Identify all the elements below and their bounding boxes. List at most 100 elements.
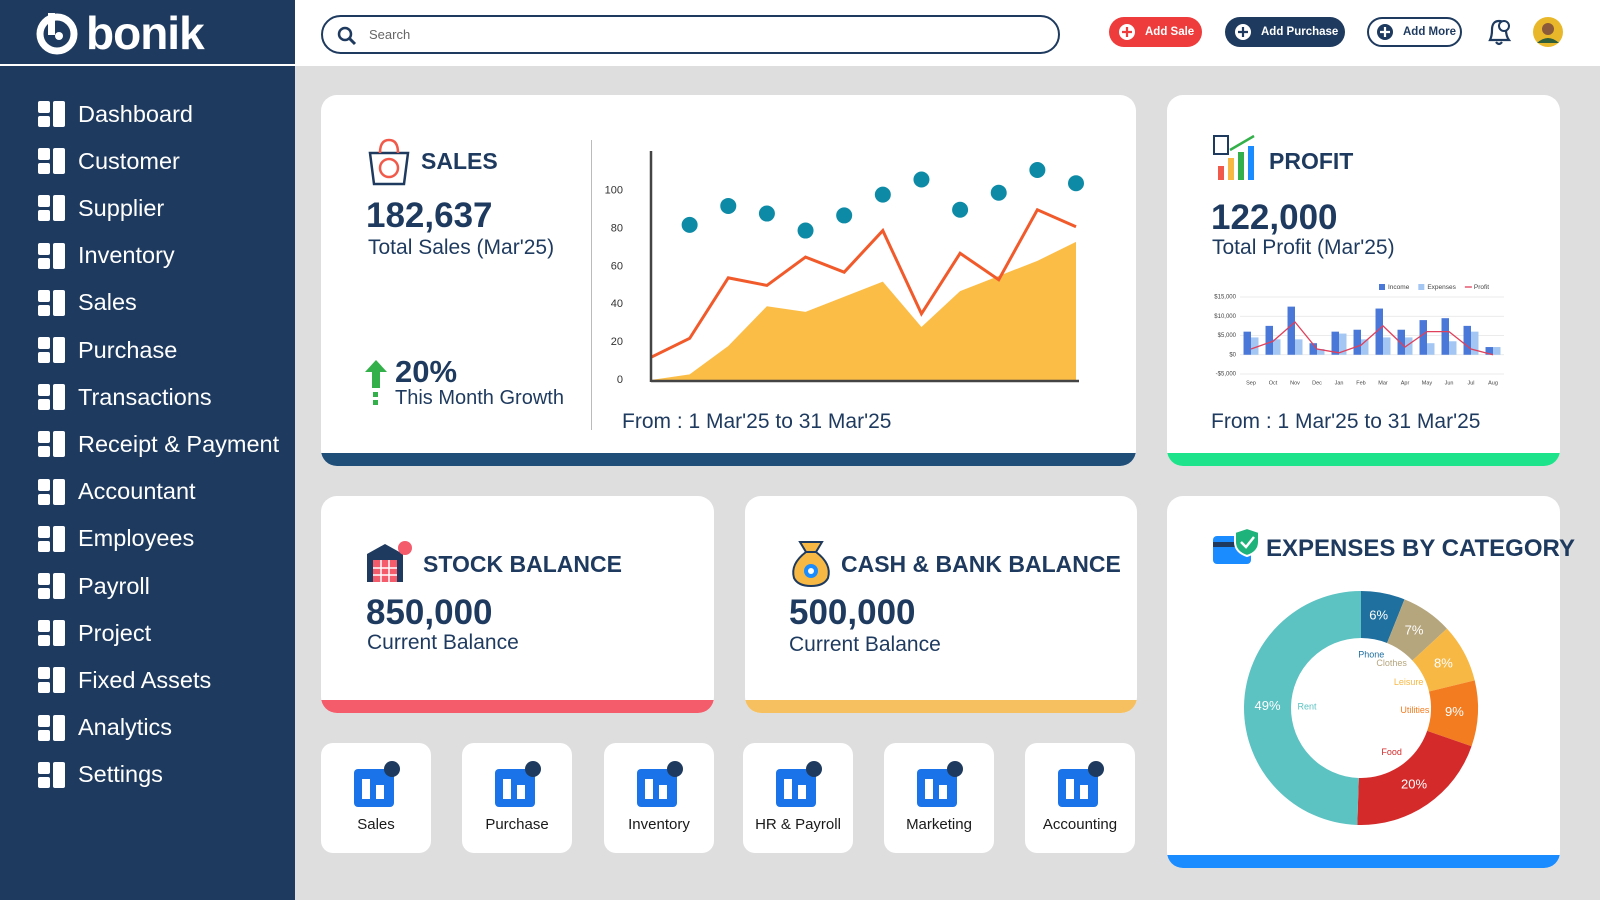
nav-item[interactable]: Settings <box>36 757 286 793</box>
nav-icon <box>38 148 65 175</box>
nav-item[interactable]: Employees <box>36 521 286 557</box>
nav-label: Inventory <box>78 242 175 269</box>
icon-shape <box>947 761 963 777</box>
nav-item[interactable]: Receipt & Payment <box>36 426 286 462</box>
plus-icon <box>1235 24 1251 40</box>
icon-shape <box>38 101 50 113</box>
quick-link-tile[interactable]: Sales <box>321 743 431 853</box>
icon-shape <box>38 682 50 694</box>
profit-card <box>1167 95 1560 466</box>
search-placeholder: Search <box>369 27 411 42</box>
nav-label: Dashboard <box>78 100 193 127</box>
icon-shape <box>53 289 65 316</box>
nav-icon <box>38 101 65 127</box>
tile-icon <box>354 761 400 807</box>
nav-item[interactable]: Inventory <box>36 238 286 274</box>
card-accent <box>745 700 1137 713</box>
icon-shape <box>38 525 50 538</box>
nav-icon <box>38 667 65 694</box>
expenses-icon <box>1213 526 1260 564</box>
logo-text: bonik <box>86 7 205 59</box>
icon-shape <box>798 785 806 799</box>
icon-shape <box>53 761 65 788</box>
icon-shape <box>1088 761 1104 777</box>
cash-card <box>745 496 1137 713</box>
divider <box>591 140 592 430</box>
icon-shape <box>939 785 947 799</box>
icon-shape <box>806 761 822 777</box>
icon-shape <box>38 540 50 552</box>
nav-icon <box>38 714 65 741</box>
tile-label: HR & Payroll <box>755 816 841 833</box>
stock-card <box>321 496 714 713</box>
icon-shape <box>38 635 50 647</box>
add-purchase-button[interactable]: Add Purchase <box>1225 17 1345 47</box>
icon-shape <box>38 352 50 363</box>
icon-shape <box>38 116 50 127</box>
stock-icon <box>367 541 412 582</box>
tile-icon <box>917 761 963 807</box>
nav-icon <box>38 337 65 363</box>
card-title: PROFIT <box>1269 148 1354 174</box>
nav-icon <box>38 242 65 269</box>
nav-item[interactable]: Transactions <box>36 379 286 415</box>
nav-icon <box>38 195 65 222</box>
nav-item[interactable]: Analytics <box>36 710 286 746</box>
icon-shape <box>53 714 65 741</box>
nav-item[interactable]: Payroll <box>36 568 286 604</box>
icon-shape <box>784 779 792 799</box>
icon-shape <box>53 148 65 175</box>
search-box[interactable]: Search <box>321 15 1060 54</box>
sidebar: bonik Dashboard Customer Supplier Inventory… <box>0 0 295 900</box>
nav-icon <box>38 289 65 316</box>
nav-item[interactable]: Supplier <box>36 190 286 226</box>
nav-label: Transactions <box>78 383 212 410</box>
add-more-button[interactable]: Add More <box>1367 17 1462 47</box>
card-value: 500,000 <box>789 593 916 632</box>
card-caption: Current Balance <box>789 633 941 656</box>
icon-shape <box>38 620 50 633</box>
add-sale-button[interactable]: Add Sale <box>1109 17 1202 47</box>
quick-link-tile[interactable]: Accounting <box>1025 743 1135 853</box>
quick-link-tile[interactable]: Purchase <box>462 743 572 853</box>
sales-icon <box>368 138 410 186</box>
icon-shape <box>667 761 683 777</box>
card-caption: Current Balance <box>367 631 519 654</box>
nav-item[interactable]: Fixed Assets <box>36 662 286 698</box>
quick-link-tile[interactable]: Marketing <box>884 743 994 853</box>
nav-item[interactable]: Customer <box>36 143 286 179</box>
nav-icon <box>38 384 65 411</box>
tile-icon <box>495 761 541 807</box>
icon-shape <box>38 446 50 458</box>
nav-item[interactable]: Project <box>36 615 286 651</box>
tile-icon <box>776 761 822 807</box>
nav-item[interactable]: Sales <box>36 285 286 321</box>
user-avatar[interactable] <box>1532 16 1564 48</box>
quick-link-tile[interactable]: Inventory <box>604 743 714 853</box>
icon-shape <box>376 785 384 799</box>
nav-label: Settings <box>78 761 163 788</box>
icon-shape <box>38 399 50 411</box>
nav-item[interactable]: Purchase <box>36 332 286 368</box>
icon-shape <box>38 195 50 208</box>
nav-label: Employees <box>78 525 195 552</box>
icon-shape <box>1066 779 1074 799</box>
notification-bell[interactable] <box>1484 16 1514 48</box>
card-value: 122,000 <box>1211 198 1338 237</box>
icon-shape <box>38 431 50 444</box>
nav-item[interactable]: Dashboard <box>36 96 286 132</box>
nav-item[interactable]: Accountant <box>36 474 286 510</box>
icon-shape <box>53 242 65 269</box>
card-title: CASH & BANK BALANCE <box>841 551 1121 577</box>
logo-mark <box>36 13 78 55</box>
tile-label: Marketing <box>906 816 972 833</box>
card-value: 850,000 <box>366 593 493 632</box>
nav-icon <box>38 620 65 647</box>
quick-link-tile[interactable]: HR & Payroll <box>743 743 853 853</box>
card-title: STOCK BALANCE <box>423 551 622 577</box>
icon-shape <box>1080 785 1088 799</box>
profit-icon <box>1213 134 1255 180</box>
search-icon <box>337 26 357 46</box>
icon-shape <box>53 525 65 552</box>
